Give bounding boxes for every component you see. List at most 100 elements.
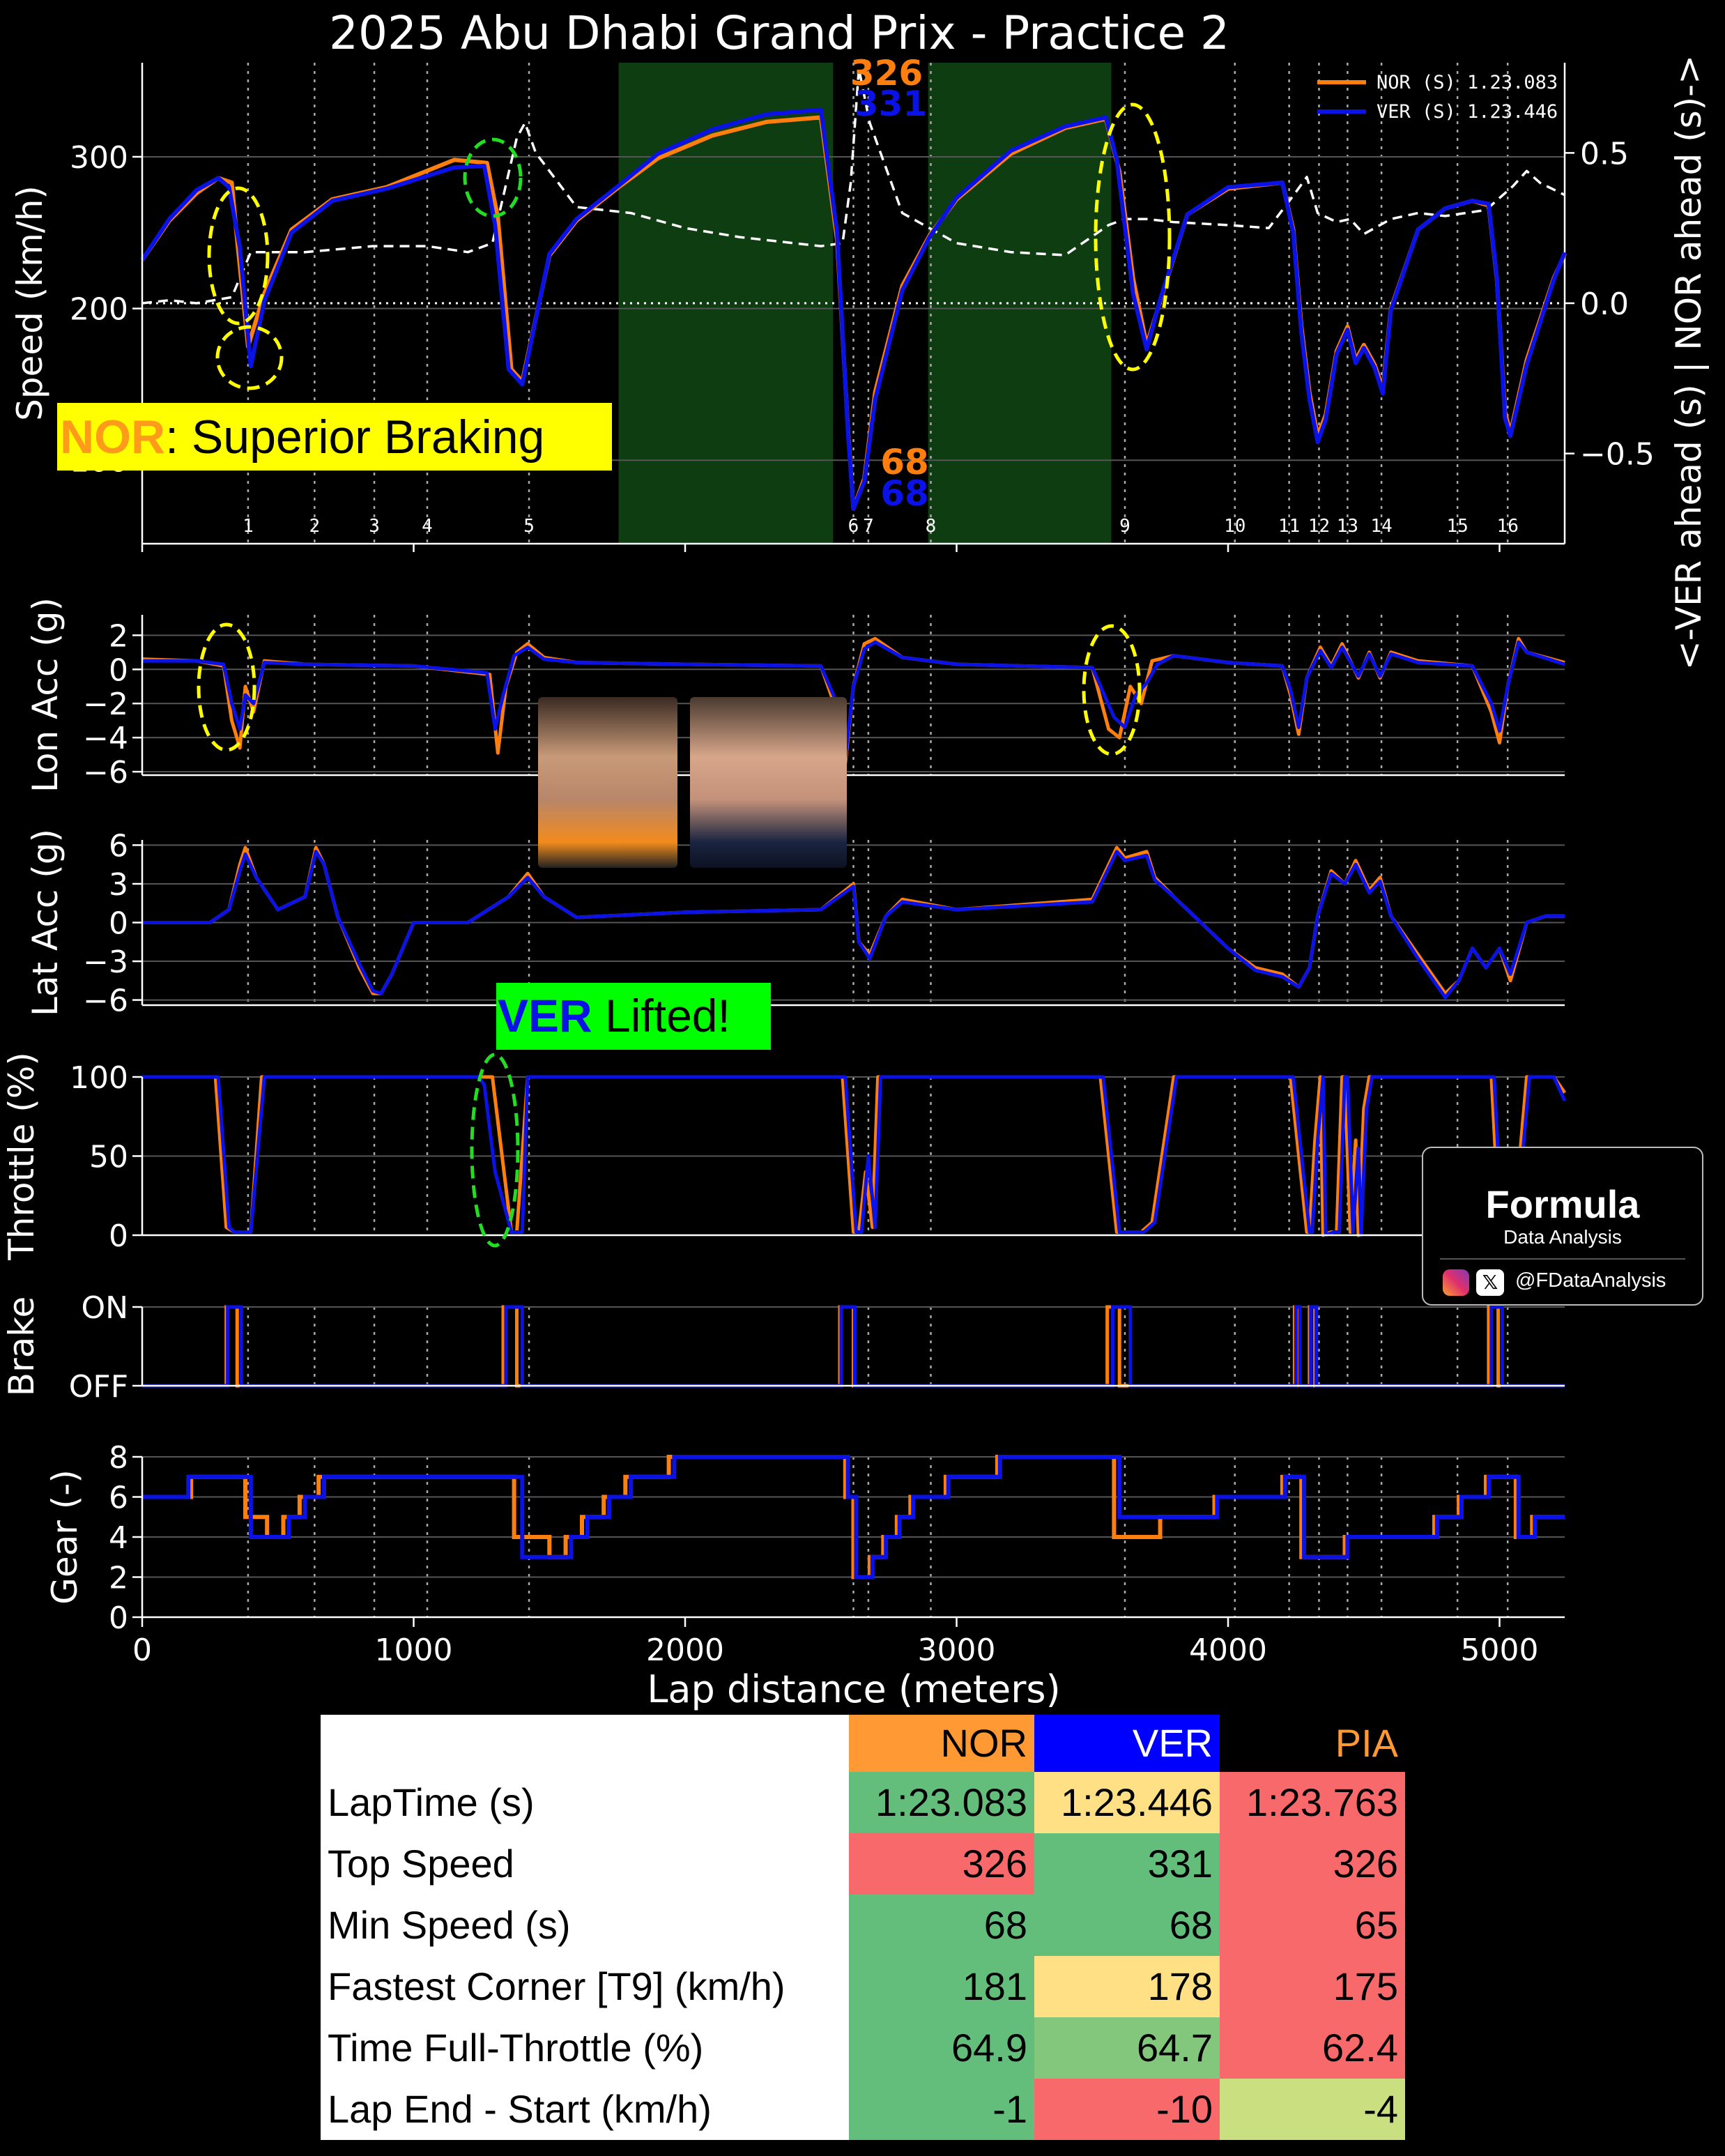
highlight-ellipse [1082,624,1142,756]
corner-label: 2 [309,516,321,537]
min-speed-ver: 68 [880,473,929,514]
highlight-ellipse [1094,102,1172,372]
table-row: Lap End - Start (km/h) -1 -10 -4 [321,2079,1405,2140]
corner-label: 8 [926,516,937,537]
table-header-nor: NOR [849,1715,1034,1772]
logo-subtitle: Data Analysis [1503,1226,1622,1248]
chart-title: 2025 Abu Dhabi Grand Prix - Practice 2 [329,6,1229,60]
x-icon: 𝕏 [1476,1269,1504,1296]
table-cell: 1:23.083 [849,1772,1034,1833]
lon-acc-tick-label: 0 [109,652,128,688]
table-cell: -4 [1220,2079,1405,2140]
ver-lat-acc-line [142,850,1565,1000]
logo-divider [1440,1258,1685,1260]
table-row-label: LapTime (s) [321,1772,849,1833]
table-cell: 64.7 [1034,2017,1220,2079]
lat-acc-tick-label: 6 [109,828,128,864]
stats-table: NOR VER PIA LapTime (s) 1:23.083 1:23.44… [321,1715,1405,2147]
table-row-label: Fastest Corner [T9] (km/h) [321,1956,849,2017]
legend-label: VER (S) 1.23.446 [1377,101,1558,123]
corner-label: 9 [1119,516,1130,537]
table-row: Fastest Corner [T9] (km/h) 181 178 175 [321,1956,1405,2017]
ver-throttle-line [142,1075,1567,1237]
corner-label: 5 [523,516,535,537]
table-row-label: Lap End - Start (km/h) [321,2079,849,2140]
ver-brake-line [142,1305,1565,1388]
formula-data-analysis-logo: Formula Data Analysis 𝕏 @FDataAnalysis [1422,1147,1703,1306]
drs-zone [618,63,834,544]
table-header-cell [321,1715,849,1772]
ver-lifted-caption: Lifted! [592,990,730,1041]
table-cell: 68 [849,1895,1034,1956]
throttle-tick-label: 0 [109,1218,128,1254]
highlight-ellipse [470,1053,520,1248]
highlight-ellipse [207,186,270,326]
table-cell: 181 [849,1956,1034,2017]
corner-label: 13 [1337,516,1358,537]
table-header-ver: VER [1034,1715,1220,1772]
lat-acc-axis-label: Lat Acc (g) [25,829,66,1016]
lon-acc-tick-label: −4 [83,721,128,756]
table-cell: 331 [1034,1833,1220,1895]
table-cell: 326 [1220,1833,1405,1895]
corner-label: 6 [848,516,859,537]
corner-label: 15 [1446,516,1468,537]
ver-driver-photo [690,697,847,868]
gear-axis-label: Gear (-) [45,1469,85,1605]
ver-lifted-box [496,983,771,1050]
nor-braking-box [57,403,612,471]
gear-tick-label: 2 [109,1561,128,1596]
min-speed-nor: 68 [880,442,929,482]
table-cell: -10 [1034,2079,1220,2140]
table-cell: 68 [1034,1895,1220,1956]
legend-label: NOR (S) 1.23.083 [1377,72,1558,93]
brake-axis-label: Brake [1,1297,42,1396]
x-tick-label: 3000 [918,1633,996,1668]
x-tick-label: 0 [132,1633,152,1668]
table-header-pia: PIA [1220,1715,1405,1772]
table-cell: 326 [849,1833,1034,1895]
x-axis-label: Lap distance (meters) [647,1667,1060,1711]
corner-label: 3 [369,516,380,537]
lon-acc-axis-label: Lon Acc (g) [25,597,66,793]
corner-label: 7 [863,516,874,537]
x-tick-label: 5000 [1461,1633,1539,1668]
lat-acc-tick-label: −6 [83,984,128,1019]
table-row: Min Speed (s) 68 68 65 [321,1895,1405,1956]
speed-axis-label: Speed (km/h) [10,185,50,421]
table-cell: 64.9 [849,2017,1034,2079]
table-cell: 1:23.763 [1220,1772,1405,1833]
table-cell: 62.4 [1220,2017,1405,2079]
table-row: LapTime (s) 1:23.083 1:23.446 1:23.763 [321,1772,1405,1833]
table-row-label: Time Full-Throttle (%) [321,2017,849,2079]
table-header-row: NOR VER PIA [321,1715,1405,1772]
lon-acc-tick-label: 2 [109,618,128,654]
x-tick-label: 4000 [1189,1633,1267,1668]
gear-tick-label: 6 [109,1481,128,1516]
ver-speed-line [140,107,1567,511]
table-row: Top Speed 326 331 326 [321,1833,1405,1895]
corner-label: 12 [1308,516,1330,537]
delta-tick-label: 0.0 [1580,286,1629,322]
lon-acc-tick-label: −6 [83,755,128,790]
lat-acc-tick-label: 0 [109,906,128,942]
table-cell: 175 [1220,1956,1405,2017]
brake-tick-label: OFF [69,1369,128,1405]
delta-tick-label: −0.5 [1580,437,1655,473]
gear-tick-label: 0 [109,1600,128,1636]
ver-lifted-driver: VER [498,990,592,1041]
delta-axis-label: <-VER ahead (s) | NOR ahead (s)-> [1669,55,1709,670]
gear-tick-label: 4 [109,1520,128,1556]
highlight-ellipse [463,137,523,218]
logo-handle: @FDataAnalysis [1515,1269,1666,1292]
nor-braking-text: NOR: Superior Braking [60,411,544,464]
logo-brand: Formula [1485,1182,1640,1226]
telemetry-chart: 2025 Abu Dhabi Grand Prix - Practice 21 2… [1,6,1709,1711]
table-cell: 65 [1220,1895,1405,1956]
corner-label: 1 [243,516,254,537]
lat-acc-tick-label: −3 [83,945,128,980]
throttle-tick-label: 50 [89,1140,128,1175]
corner-label: 4 [422,516,433,537]
throttle-tick-label: 100 [70,1060,128,1096]
table-cell: -1 [849,2079,1034,2140]
